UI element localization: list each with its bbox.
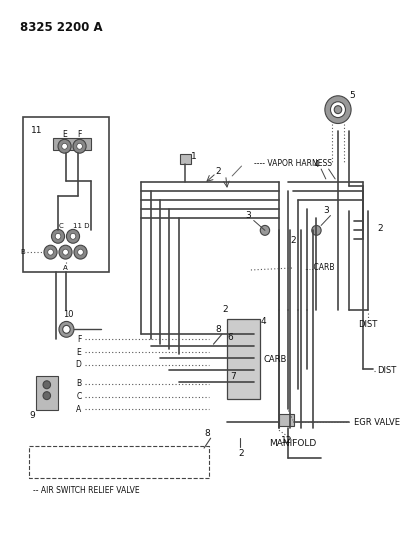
- Text: -- AIR SWITCH RELIEF VALVE: -- AIR SWITCH RELIEF VALVE: [33, 486, 140, 495]
- Text: 4: 4: [314, 159, 319, 168]
- Bar: [29, 446, 209, 478]
- Text: 2: 2: [239, 449, 244, 457]
- Circle shape: [77, 143, 82, 149]
- Text: 2: 2: [215, 166, 221, 175]
- Bar: [35, 376, 58, 410]
- Circle shape: [325, 96, 351, 124]
- Text: C: C: [76, 392, 82, 401]
- Text: 10: 10: [63, 310, 73, 319]
- Text: F: F: [78, 130, 82, 139]
- Text: 2: 2: [223, 305, 228, 314]
- Text: MANIFOLD: MANIFOLD: [269, 439, 317, 448]
- Circle shape: [312, 225, 321, 236]
- Circle shape: [74, 245, 87, 259]
- Text: A: A: [63, 265, 68, 271]
- Circle shape: [48, 249, 53, 255]
- Text: EGR VALVE: EGR VALVE: [354, 418, 400, 427]
- Circle shape: [63, 249, 68, 255]
- Circle shape: [334, 106, 342, 114]
- Circle shape: [55, 233, 61, 239]
- Text: 6: 6: [227, 333, 233, 342]
- Text: 5: 5: [349, 91, 355, 100]
- Bar: [180, 154, 191, 164]
- Circle shape: [330, 102, 346, 118]
- Bar: [53, 139, 91, 150]
- Circle shape: [44, 245, 57, 259]
- Text: CARB: CARB: [263, 354, 286, 364]
- Text: 3: 3: [323, 206, 329, 215]
- Bar: [228, 319, 260, 399]
- Text: 2: 2: [377, 224, 383, 233]
- Text: A: A: [76, 405, 82, 414]
- Circle shape: [58, 139, 71, 153]
- Text: 11: 11: [31, 126, 42, 135]
- Text: 8: 8: [215, 325, 221, 334]
- Text: E: E: [77, 348, 82, 357]
- Circle shape: [73, 139, 86, 153]
- Text: 7: 7: [230, 373, 236, 381]
- Text: DIST: DIST: [377, 366, 397, 375]
- Text: F: F: [77, 335, 82, 344]
- Circle shape: [43, 392, 51, 400]
- Text: B: B: [76, 379, 82, 388]
- Circle shape: [63, 325, 70, 333]
- Text: DIST: DIST: [358, 320, 377, 329]
- Circle shape: [62, 143, 67, 149]
- Text: 1: 1: [191, 152, 197, 160]
- Text: 2: 2: [290, 236, 296, 245]
- Circle shape: [260, 225, 270, 236]
- Text: 3: 3: [245, 211, 251, 220]
- Circle shape: [70, 233, 76, 239]
- Bar: [279, 415, 294, 426]
- Circle shape: [43, 381, 51, 389]
- Text: E: E: [62, 130, 67, 139]
- Bar: [23, 117, 109, 272]
- Circle shape: [51, 229, 64, 243]
- Circle shape: [78, 249, 83, 255]
- Text: 9: 9: [29, 411, 35, 420]
- Text: ....CARB: ....CARB: [304, 263, 335, 272]
- Text: 8: 8: [204, 429, 210, 438]
- Text: 4: 4: [260, 317, 266, 326]
- Circle shape: [59, 321, 74, 337]
- Text: D: D: [75, 360, 82, 369]
- Text: ---- VAPOR HARNESS: ---- VAPOR HARNESS: [254, 159, 332, 167]
- Text: 8325 2200 A: 8325 2200 A: [20, 21, 102, 34]
- Circle shape: [67, 229, 80, 243]
- Text: C: C: [58, 223, 63, 229]
- Circle shape: [59, 245, 72, 259]
- Text: 12: 12: [281, 435, 292, 445]
- Text: B: B: [20, 249, 25, 255]
- Text: 11 D: 11 D: [73, 223, 89, 229]
